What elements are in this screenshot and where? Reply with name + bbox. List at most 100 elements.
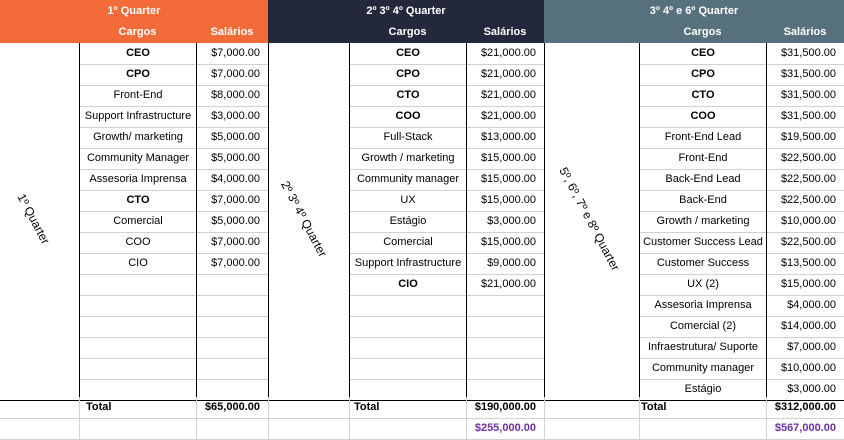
- grid-line: [349, 127, 544, 128]
- grid-line: [639, 379, 844, 380]
- total-label-q2: Total: [354, 401, 380, 413]
- q3-cargo: Customer Success Lead: [643, 236, 763, 248]
- subheader-q1-blank: [0, 22, 79, 43]
- subheader-q1-cargos: Cargos: [79, 22, 196, 43]
- grid-line: [349, 274, 544, 275]
- side-label-q2: 2º 3º 4º Quarter: [278, 178, 330, 260]
- grid-line: [79, 148, 268, 149]
- q3-cargo: Community manager: [651, 362, 755, 374]
- q3-cargo: Customer Success: [656, 257, 750, 269]
- q1-cargo: CEO: [126, 47, 150, 59]
- grid-line: [349, 106, 544, 107]
- q3-salario: $10,000.00: [780, 215, 836, 227]
- q2-cargo: Support Infrastructure: [354, 257, 462, 269]
- q2-salario: $21,000.00: [480, 47, 536, 59]
- grid-line: [79, 253, 268, 254]
- grid-line: [349, 148, 544, 149]
- column-border: [349, 43, 350, 397]
- q3-cargo: Infraestrutura/ Suporte: [647, 341, 759, 353]
- q3-salario: $15,000.00: [780, 278, 836, 290]
- q1-cargo: Growth/ marketing: [93, 131, 183, 143]
- total-value-q1: $65,000.00: [204, 401, 260, 413]
- subheader-q2-blank: [268, 22, 349, 43]
- grid-line: [79, 127, 268, 128]
- column-border: [196, 43, 197, 397]
- q3-cargo: COO: [690, 110, 716, 122]
- q2-cargo: Comercial: [383, 236, 433, 248]
- grid-line: [349, 358, 544, 359]
- total-value-q3: $312,000.00: [774, 401, 836, 413]
- q2-cargo: CIO: [398, 278, 418, 290]
- subheader-q1-salarios: Salários: [196, 22, 268, 43]
- q3-cargo: CEO: [691, 47, 715, 59]
- q3-cargo: Growth / marketing: [656, 215, 750, 227]
- q2-salario: $13,000.00: [480, 131, 536, 143]
- q3-cargo: Front-End Lead: [664, 131, 742, 143]
- q1-cargo: CTO: [126, 194, 150, 206]
- q3-salario: $31,500.00: [780, 47, 836, 59]
- subheader-q2-salarios: Salários: [466, 22, 544, 43]
- grid-line: [349, 169, 544, 170]
- side-label-q3: 5º, 6º, 7º e 8º Quarter: [556, 164, 623, 274]
- column-border: [639, 43, 640, 397]
- subheader-q2-cargos: Cargos: [349, 22, 466, 43]
- grid-line: [0, 418, 844, 419]
- column-border: [466, 43, 467, 397]
- grid-line: [639, 85, 844, 86]
- total-value-q2: $190,000.00: [474, 401, 536, 413]
- grid-line: [639, 358, 844, 359]
- q2-cargo: Growth / marketing: [361, 152, 455, 164]
- grid-line: [639, 253, 844, 254]
- column-border: [639, 397, 640, 440]
- q2-salario: $21,000.00: [480, 110, 536, 122]
- grid-line: [349, 232, 544, 233]
- grid-line: [349, 190, 544, 191]
- grid-line: [639, 232, 844, 233]
- q1-cargo: COO: [125, 236, 151, 248]
- q2-cargo: Full-Stack: [383, 131, 433, 143]
- q3-cargo: Comercial (2): [669, 320, 736, 332]
- q3-cargo: UX (2): [687, 278, 719, 290]
- q1-salario: $3,000.00: [211, 110, 260, 122]
- grid-line: [79, 169, 268, 170]
- q2-cargo: Community manager: [356, 173, 460, 185]
- grid-line: [639, 295, 844, 296]
- grid-line: [349, 85, 544, 86]
- grid-line: [639, 106, 844, 107]
- q2-cargo: Estágio: [389, 215, 427, 227]
- q1-cargo: Assesoria Imprensa: [89, 173, 187, 185]
- q1-cargo: Support Infrastructure: [84, 110, 192, 122]
- grid-line: [639, 211, 844, 212]
- grid-line: [79, 337, 268, 338]
- q3-salario: $14,000.00: [780, 320, 836, 332]
- grid-line: [639, 190, 844, 191]
- q2-salario: $15,000.00: [480, 152, 536, 164]
- q1-salario: $5,000.00: [211, 152, 260, 164]
- grid-line: [349, 253, 544, 254]
- q1-cargo: Comercial: [113, 215, 163, 227]
- q3-cargo: Back-End: [679, 194, 727, 206]
- q1-cargo: Front-End: [113, 89, 163, 101]
- grid-line: [349, 337, 544, 338]
- grid-line: [639, 148, 844, 149]
- q2-salario: $9,000.00: [487, 257, 536, 269]
- q3-salario: $19,500.00: [780, 131, 836, 143]
- header-q2: 2º 3º 4º Quarter: [268, 0, 544, 22]
- q1-salario: $8,000.00: [211, 89, 260, 101]
- grid-line: [639, 64, 844, 65]
- q2-salario: $15,000.00: [480, 173, 536, 185]
- q2-salario: $21,000.00: [480, 68, 536, 80]
- grid-line: [79, 211, 268, 212]
- grid-line: [79, 232, 268, 233]
- q3-cargo: CTO: [691, 89, 715, 101]
- q3-salario: $3,000.00: [787, 383, 836, 395]
- q3-cargo: Assesoria Imprensa: [654, 299, 752, 311]
- q1-salario: $5,000.00: [211, 131, 260, 143]
- grid-line: [79, 85, 268, 86]
- cumulative-total-q2: $255,000.00: [474, 422, 536, 434]
- grid-line: [349, 379, 544, 380]
- q1-salario: $7,000.00: [211, 47, 260, 59]
- q1-salario: $7,000.00: [211, 68, 260, 80]
- grid-line: [349, 316, 544, 317]
- column-border: [766, 43, 767, 397]
